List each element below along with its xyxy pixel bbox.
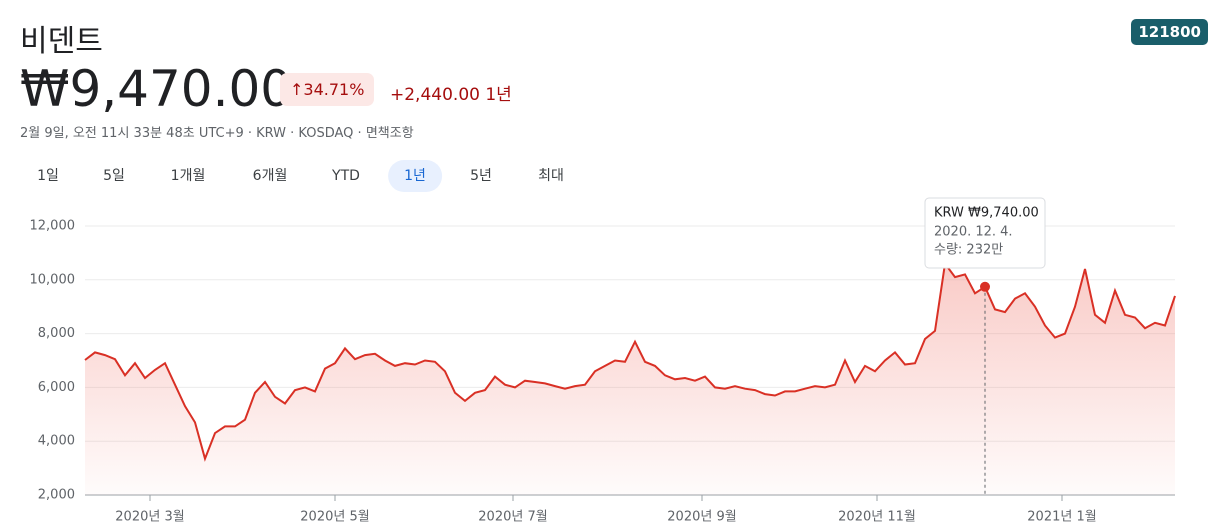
change-badge: ↑34.71% xyxy=(280,73,375,106)
change-absolute: +2,440.00 xyxy=(390,85,480,105)
range-tab[interactable]: 1개월 xyxy=(170,168,206,184)
x-tick-label: 2020년 3월 xyxy=(115,510,184,525)
tooltip-price: KRW ₩9,740.00 xyxy=(934,206,1039,221)
x-tick-label: 2020년 5월 xyxy=(300,510,369,525)
x-tick-label: 2020년 9월 xyxy=(667,510,736,525)
meta-text: 2월 9일, 오전 11시 33분 48초 UTC+9 · KRW · KOSD… xyxy=(20,126,366,141)
price-line xyxy=(84,261,1176,462)
ticker-badge: 121800 xyxy=(1131,19,1208,45)
range-tab[interactable]: 1일 xyxy=(37,168,59,184)
change-percent: 34.71% xyxy=(303,80,365,99)
hover-dot xyxy=(980,281,990,292)
period: 1년 xyxy=(485,85,512,105)
change-line: +2,440.00 1년 xyxy=(390,80,512,105)
x-tick-label: 2020년 11월 xyxy=(838,510,916,525)
disclaimer-link[interactable]: 면책조항 xyxy=(365,126,414,141)
tooltip-box xyxy=(924,197,1046,269)
range-tab[interactable]: YTD xyxy=(332,168,360,184)
range-tab[interactable]: 5일 xyxy=(103,168,125,184)
tooltip-volume: 수량: 232만 xyxy=(934,243,1003,258)
y-tick-label: 10,000 xyxy=(30,272,76,287)
x-tick-label: 2020년 7월 xyxy=(478,510,547,525)
range-tab[interactable]: 1년 xyxy=(388,160,442,192)
meta-line: 2월 9일, 오전 11시 33분 48초 UTC+9 · KRW · KOSD… xyxy=(20,122,414,141)
y-tick-label: 12,000 xyxy=(30,219,76,234)
range-tab[interactable]: 5년 xyxy=(470,168,492,184)
y-tick-label: 6,000 xyxy=(38,380,75,395)
y-tick-label: 8,000 xyxy=(38,326,75,341)
area-fill xyxy=(85,263,1175,495)
y-tick-label: 2,000 xyxy=(38,488,75,503)
x-tick-label: 2021년 1월 xyxy=(1027,510,1096,525)
y-tick-label: 4,000 xyxy=(38,434,75,449)
stock-name: 비덴트 xyxy=(20,24,103,59)
price: ₩9,470.00 xyxy=(20,60,293,118)
tooltip-date: 2020. 12. 4. xyxy=(934,225,1013,240)
range-tab[interactable]: 6개월 xyxy=(252,168,288,184)
range-tab[interactable]: 최대 xyxy=(538,168,564,184)
